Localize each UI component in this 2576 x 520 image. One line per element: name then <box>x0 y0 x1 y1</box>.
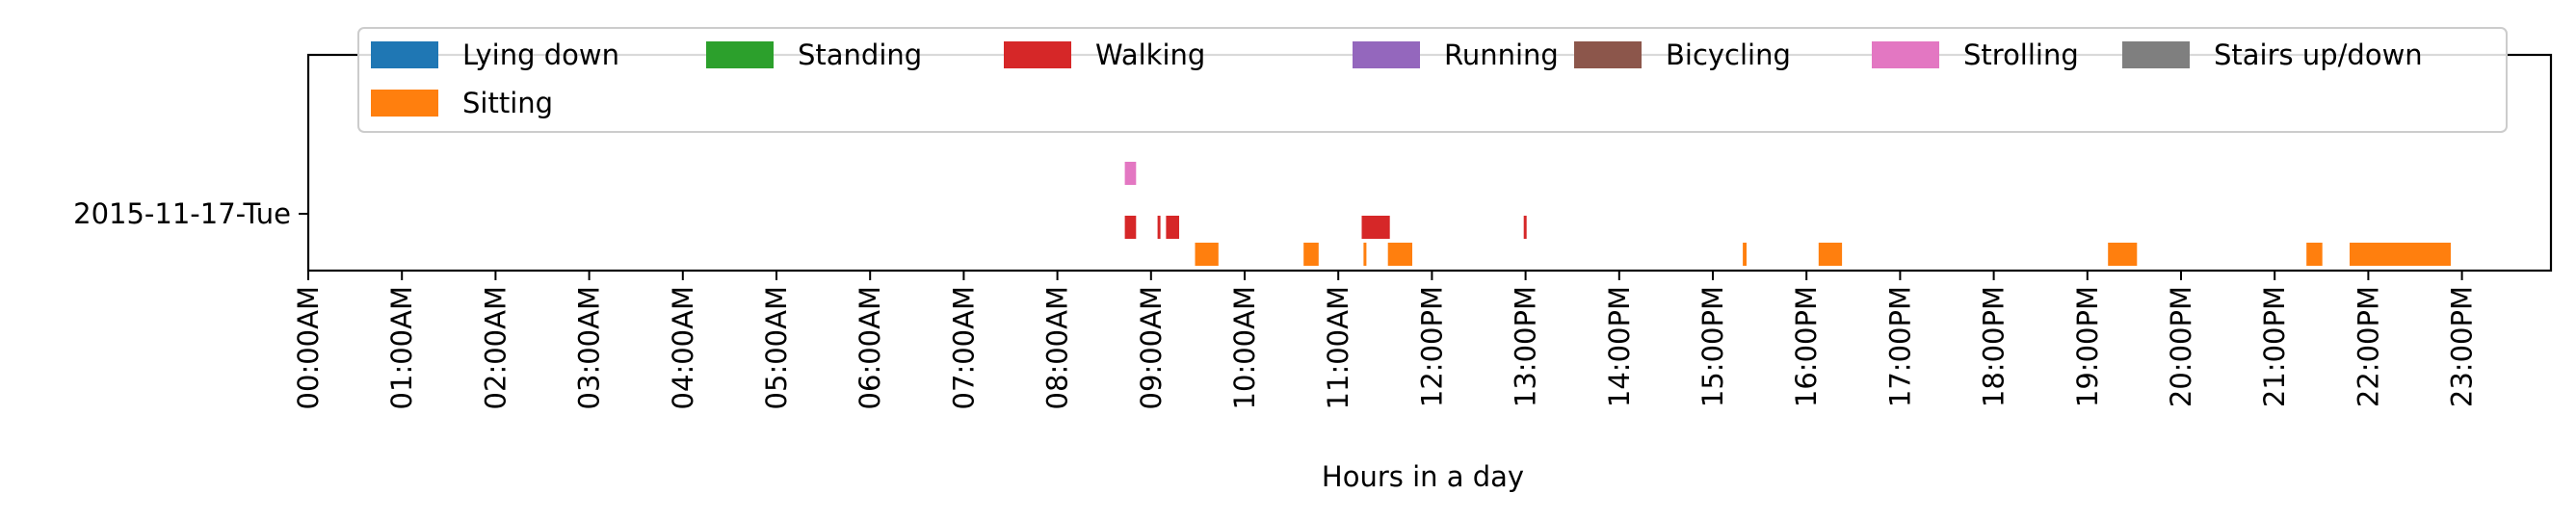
x-tick-label-1: 01:00AM <box>385 286 418 409</box>
y-tick-label-date: 2015-11-17-Tue <box>73 197 291 230</box>
x-tick-label-18: 18:00PM <box>1978 286 2011 407</box>
bar-walking-4 <box>1523 216 1527 239</box>
bar-sitting-1 <box>1303 243 1319 266</box>
legend-swatch-standing <box>706 41 774 68</box>
bar-walking-1 <box>1157 216 1161 239</box>
bar-sitting-3 <box>1387 243 1412 266</box>
legend-label-running: Running <box>1444 39 1559 71</box>
x-tick-label-21: 21:00PM <box>2258 286 2291 407</box>
x-tick-label-4: 04:00AM <box>667 286 699 409</box>
legend-swatch-walking <box>1004 41 1071 68</box>
x-tick-label-9: 09:00AM <box>1135 286 1168 409</box>
x-tick-label-20: 20:00PM <box>2165 286 2197 407</box>
bar-walking-3 <box>1361 216 1390 239</box>
legend-label-sitting: Sitting <box>462 87 553 119</box>
legend-label-bicycling: Bicycling <box>1666 39 1791 71</box>
x-tick-label-10: 10:00AM <box>1228 286 1261 409</box>
plot-area <box>306 53 2553 273</box>
x-tick-label-17: 17:00PM <box>1883 286 1916 407</box>
x-tick-label-7: 07:00AM <box>947 286 980 409</box>
legend-label-walking: Walking <box>1095 39 1205 71</box>
x-tick-label-19: 19:00PM <box>2071 286 2104 407</box>
legend: Lying down Standing Walking Running Bicyclin… <box>357 27 2508 133</box>
bar-walking-2 <box>1166 216 1179 239</box>
legend-label-standing: Standing <box>798 39 922 71</box>
bar-sitting-5 <box>1818 243 1843 266</box>
x-tick-label-16: 16:00PM <box>1790 286 1823 407</box>
bar-sitting-0 <box>1195 243 1219 266</box>
x-tick-label-22: 22:00PM <box>2352 286 2384 407</box>
x-tick-label-2: 02:00AM <box>479 286 512 409</box>
legend-label-strolling: Strolling <box>1963 39 2079 71</box>
bar-sitting-4 <box>1743 243 1747 266</box>
bar-sitting-8 <box>2350 243 2451 266</box>
x-tick-label-0: 00:00AM <box>292 286 325 409</box>
x-tick-label-8: 08:00AM <box>1041 286 1074 409</box>
x-tick-label-15: 15:00PM <box>1696 286 1729 407</box>
y-axis: 2015-11-17-Tue <box>73 197 308 230</box>
x-tick-label-6: 06:00AM <box>854 286 886 409</box>
x-tick-label-23: 23:00PM <box>2446 286 2479 407</box>
x-tick-label-12: 12:00PM <box>1415 286 1448 407</box>
legend-box <box>357 27 2508 133</box>
bar-sitting-6 <box>2108 243 2138 266</box>
legend-swatch-sitting <box>371 90 438 117</box>
x-tick-label-5: 05:00AM <box>760 286 793 409</box>
bar-sitting-7 <box>2306 243 2323 266</box>
bar-sitting-2 <box>1363 243 1367 266</box>
x-tick-label-14: 14:00PM <box>1603 286 1636 407</box>
legend-label-stairs-up-down: Stairs up/down <box>2214 39 2423 71</box>
legend-swatch-lying-down <box>371 41 438 68</box>
legend-label-lying-down: Lying down <box>462 39 619 71</box>
bar-walking-0 <box>1124 216 1137 239</box>
legend-swatch-running <box>1353 41 1420 68</box>
x-tick-label-13: 13:00PM <box>1510 286 1542 407</box>
x-axis-title: Hours in a day <box>1322 460 1524 493</box>
legend-swatch-strolling <box>1872 41 1939 68</box>
x-tick-label-11: 11:00AM <box>1322 286 1354 409</box>
x-tick-label-3: 03:00AM <box>573 286 606 409</box>
bar-strolling-0 <box>1124 162 1137 185</box>
legend-swatch-bicycling <box>1574 41 1642 68</box>
legend-swatch-stairs-up-down <box>2122 41 2190 68</box>
x-axis: 00:00AM 01:00AM 02:00AM 03:00AM 04:00AM 05:00… <box>292 271 2479 409</box>
